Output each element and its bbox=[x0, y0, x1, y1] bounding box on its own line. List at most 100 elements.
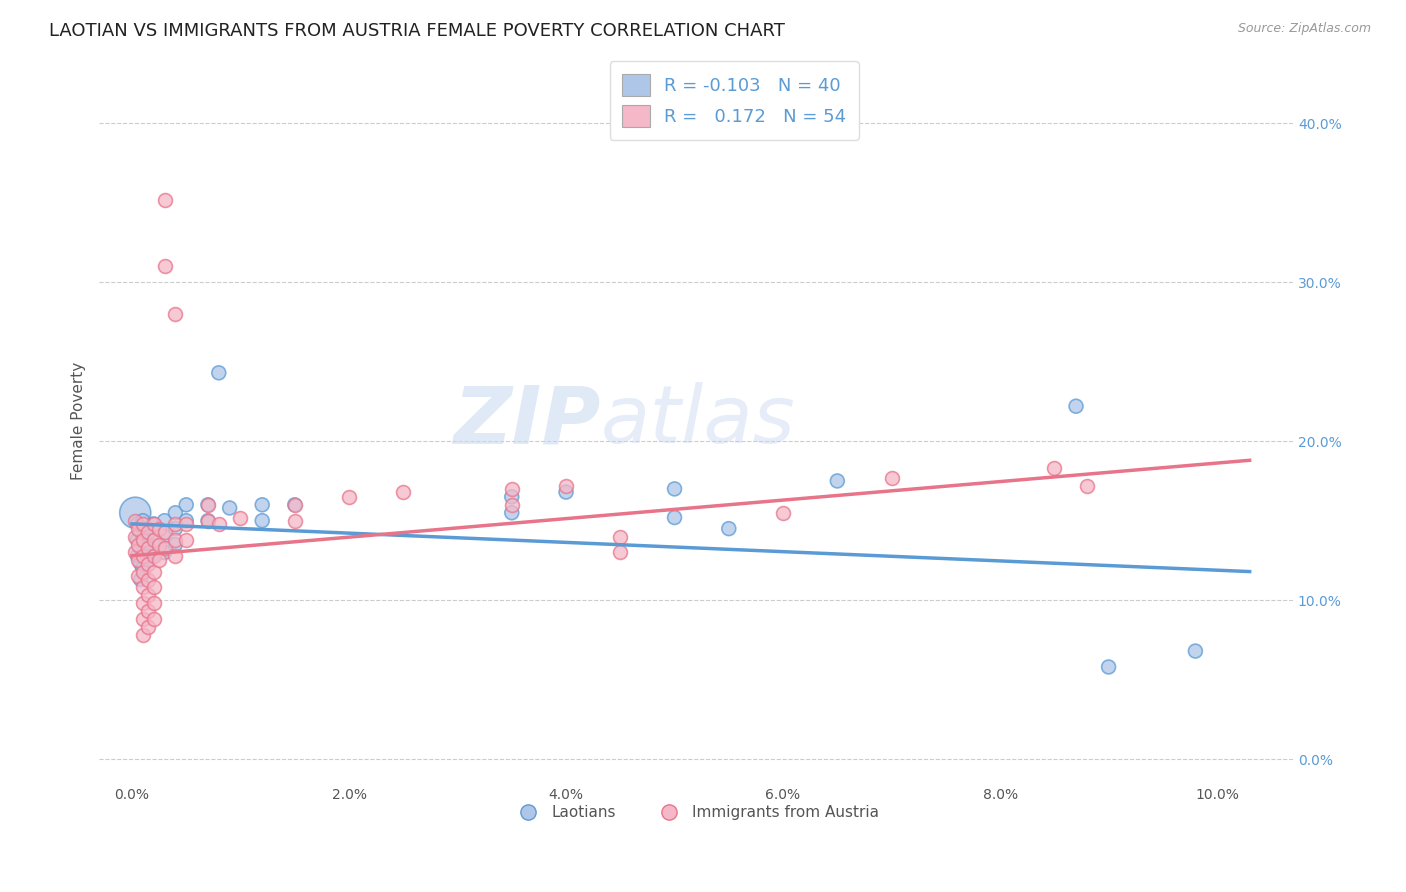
Point bbox=[142, 533, 165, 547]
Point bbox=[664, 510, 686, 524]
Point bbox=[142, 516, 165, 531]
Point bbox=[136, 537, 159, 551]
Point bbox=[555, 485, 578, 500]
Point bbox=[197, 514, 219, 528]
Point bbox=[664, 482, 686, 496]
Point bbox=[284, 498, 307, 512]
Point bbox=[165, 307, 187, 321]
Point bbox=[284, 498, 307, 512]
Point bbox=[284, 514, 307, 528]
Point bbox=[148, 553, 170, 567]
Point bbox=[208, 366, 231, 380]
Point bbox=[218, 500, 240, 515]
Point bbox=[174, 533, 197, 547]
Point bbox=[142, 533, 165, 547]
Point bbox=[1064, 399, 1087, 413]
Point bbox=[132, 545, 155, 559]
Point bbox=[127, 533, 149, 547]
Text: Source: ZipAtlas.com: Source: ZipAtlas.com bbox=[1237, 22, 1371, 36]
Point bbox=[132, 581, 155, 595]
Point bbox=[165, 516, 187, 531]
Point bbox=[136, 541, 159, 555]
Point bbox=[136, 589, 159, 603]
Point bbox=[229, 510, 252, 524]
Point bbox=[132, 514, 155, 528]
Point bbox=[136, 604, 159, 618]
Point bbox=[197, 514, 219, 528]
Point bbox=[153, 530, 176, 544]
Point bbox=[1076, 479, 1098, 493]
Point bbox=[136, 620, 159, 634]
Point bbox=[165, 506, 187, 520]
Point bbox=[124, 530, 146, 544]
Point bbox=[136, 524, 159, 539]
Point bbox=[129, 573, 152, 587]
Point bbox=[136, 553, 159, 567]
Point bbox=[165, 533, 187, 547]
Legend: Laotians, Immigrants from Austria: Laotians, Immigrants from Austria bbox=[508, 799, 886, 826]
Point bbox=[132, 596, 155, 610]
Point bbox=[148, 537, 170, 551]
Point bbox=[124, 545, 146, 559]
Text: ZIP: ZIP bbox=[453, 383, 600, 460]
Point bbox=[142, 612, 165, 626]
Point bbox=[174, 514, 197, 528]
Point bbox=[1184, 644, 1206, 658]
Point bbox=[142, 596, 165, 610]
Point bbox=[128, 522, 150, 536]
Point bbox=[129, 557, 152, 571]
Point bbox=[128, 553, 150, 567]
Point bbox=[132, 565, 155, 579]
Point bbox=[132, 516, 155, 531]
Point bbox=[609, 530, 631, 544]
Point bbox=[132, 533, 155, 547]
Point bbox=[501, 482, 523, 496]
Point bbox=[124, 506, 146, 520]
Point bbox=[127, 516, 149, 531]
Text: atlas: atlas bbox=[600, 383, 796, 460]
Point bbox=[501, 506, 523, 520]
Point bbox=[129, 524, 152, 539]
Point bbox=[501, 498, 523, 512]
Point bbox=[136, 573, 159, 587]
Point bbox=[148, 522, 170, 536]
Point bbox=[127, 549, 149, 563]
Point bbox=[132, 612, 155, 626]
Point bbox=[827, 474, 849, 488]
Point bbox=[880, 471, 903, 485]
Text: LAOTIAN VS IMMIGRANTS FROM AUSTRIA FEMALE POVERTY CORRELATION CHART: LAOTIAN VS IMMIGRANTS FROM AUSTRIA FEMAL… bbox=[49, 22, 785, 40]
Point bbox=[142, 549, 165, 563]
Point bbox=[1097, 660, 1119, 674]
Point bbox=[772, 506, 794, 520]
Point bbox=[197, 498, 219, 512]
Point bbox=[132, 561, 155, 575]
Point bbox=[1043, 461, 1066, 475]
Point bbox=[153, 193, 176, 207]
Point bbox=[124, 514, 146, 528]
Point bbox=[337, 490, 360, 504]
Point bbox=[165, 537, 187, 551]
Point bbox=[174, 498, 197, 512]
Point bbox=[128, 569, 150, 583]
Point bbox=[153, 260, 176, 274]
Y-axis label: Female Poverty: Female Poverty bbox=[72, 362, 86, 481]
Point bbox=[717, 522, 740, 536]
Point bbox=[136, 557, 159, 571]
Point bbox=[132, 549, 155, 563]
Point bbox=[555, 479, 578, 493]
Point bbox=[174, 516, 197, 531]
Point bbox=[208, 516, 231, 531]
Point bbox=[142, 549, 165, 563]
Point bbox=[132, 628, 155, 642]
Point bbox=[392, 485, 415, 500]
Point bbox=[165, 549, 187, 563]
Point bbox=[128, 537, 150, 551]
Point bbox=[250, 514, 273, 528]
Point bbox=[136, 522, 159, 536]
Point bbox=[153, 541, 176, 555]
Point bbox=[132, 530, 155, 544]
Point bbox=[153, 514, 176, 528]
Point bbox=[142, 565, 165, 579]
Point bbox=[153, 524, 176, 539]
Point bbox=[501, 490, 523, 504]
